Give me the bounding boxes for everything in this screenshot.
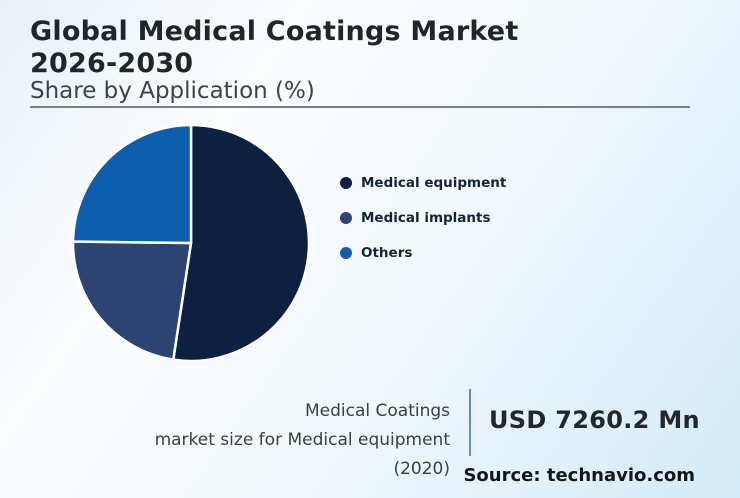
legend-label: Others	[361, 245, 413, 261]
legend-item-medical-equipment: Medical equipment	[340, 172, 506, 194]
pie-slice-others	[71, 123, 193, 245]
stat-description-line-2: market size for Medical equipment (2020)	[154, 430, 450, 479]
pie-slice-medical-equipment	[172, 123, 311, 363]
stat-description-line-1: Medical Coatings	[304, 401, 450, 421]
stat-divider-line	[469, 389, 471, 456]
title-separator-line	[30, 106, 690, 108]
legend-swatch-icon	[340, 247, 352, 259]
title-line-2: 2026-2030	[30, 48, 194, 79]
chart-subtitle: Share by Application (%)	[30, 78, 315, 104]
legend-item-others: Others	[340, 242, 506, 264]
stat-value: USD 7260.2 Mn	[489, 406, 700, 434]
legend-item-medical-implants: Medical implants	[340, 207, 506, 229]
pie-chart	[66, 118, 316, 368]
pie-chart-svg	[71, 123, 311, 363]
legend-swatch-icon	[340, 177, 352, 189]
page-title: Global Medical Coatings Market 2026-2030	[30, 16, 518, 80]
chart-legend: Medical equipment Medical implants Other…	[340, 172, 506, 277]
legend-label: Medical equipment	[361, 175, 507, 191]
stat-description: Medical Coatings market size for Medical…	[105, 397, 450, 484]
title-line-1: Global Medical Coatings Market	[30, 16, 519, 47]
legend-swatch-icon	[340, 212, 352, 224]
legend-label: Medical implants	[361, 210, 491, 226]
source-credit: Source: technavio.com	[463, 465, 695, 486]
pie-slice-medical-implants	[71, 240, 193, 361]
